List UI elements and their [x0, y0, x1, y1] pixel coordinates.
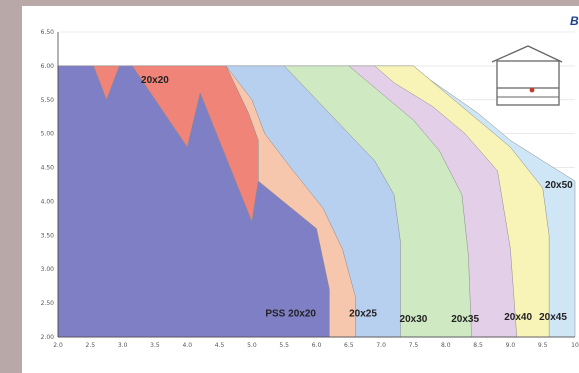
y-tick-label-7: 5.50 — [41, 97, 55, 104]
x-tick-label-15: 9.5 — [538, 342, 548, 349]
x-tick-label-12: 8.0 — [441, 342, 451, 349]
x-tick-label-5: 4.5 — [215, 342, 225, 349]
x-tick-label-13: 8.5 — [473, 342, 483, 349]
house-icon — [491, 45, 563, 106]
x-tick-label-3: 3.5 — [150, 342, 160, 349]
y-tick-label-9: 6.50 — [41, 29, 55, 36]
y-tick-label-0: 2.00 — [41, 334, 55, 341]
x-tick-label-16: 10 — [571, 342, 579, 349]
y-tick-label-8: 6.00 — [41, 63, 55, 70]
areas — [57, 65, 576, 338]
series-label-20x35: 20x35 — [451, 314, 479, 325]
x-tick-label-10: 7.0 — [376, 342, 386, 349]
y-tick-label-1: 2.50 — [41, 300, 55, 307]
y-tick-label-4: 4.00 — [41, 198, 55, 205]
series-label-20x45: 20x45 — [539, 312, 567, 323]
y-tick-label-5: 4.50 — [41, 165, 55, 172]
chart-frame: 2.00 2.50 3.00 3.50 4.00 4.50 5.00 5.50 6.00 6.50… — [22, 6, 579, 373]
x-tick-label-0: 2.0 — [53, 342, 63, 349]
series-label-20x40: 20x40 — [504, 312, 532, 323]
x-tick-label-6: 5.0 — [247, 342, 257, 349]
series-label-pss-20x20: PSS 20x20 — [265, 309, 316, 320]
x-tick-label-4: 4.0 — [182, 342, 192, 349]
x-tick-label-1: 2.5 — [86, 342, 96, 349]
house-marker-dot — [529, 87, 535, 93]
x-tick-label-11: 7.5 — [409, 342, 419, 349]
y-tick-label-3: 3.50 — [41, 232, 55, 239]
x-tick-label-14: 9.0 — [506, 342, 516, 349]
series-labels: 20x50 20x45 20x40 20x35 20x30 20x25 20x20 PSS 2… — [141, 75, 573, 325]
series-label-20x20: 20x20 — [141, 75, 169, 86]
area-pss-20x20 — [57, 65, 330, 338]
y-tick-label-2: 3.00 — [41, 266, 55, 273]
chart-svg: 2.00 2.50 3.00 3.50 4.00 4.50 5.00 5.50 6.00 6.50… — [41, 14, 579, 349]
series-label-20x30: 20x30 — [400, 314, 428, 325]
y-tick-label-6: 5.00 — [41, 131, 55, 138]
axes: 2.00 2.50 3.00 3.50 4.00 4.50 5.00 5.50 6.00 6.50… — [41, 29, 579, 349]
x-tick-label-9: 6.5 — [344, 342, 354, 349]
series-label-20x50: 20x50 — [545, 180, 573, 191]
corner-label: B — [570, 14, 579, 28]
x-tick-label-7: 5.5 — [279, 342, 289, 349]
series-label-20x25: 20x25 — [349, 309, 377, 320]
x-tick-label-2: 3.0 — [118, 342, 128, 349]
x-tick-label-8: 6.0 — [312, 342, 322, 349]
